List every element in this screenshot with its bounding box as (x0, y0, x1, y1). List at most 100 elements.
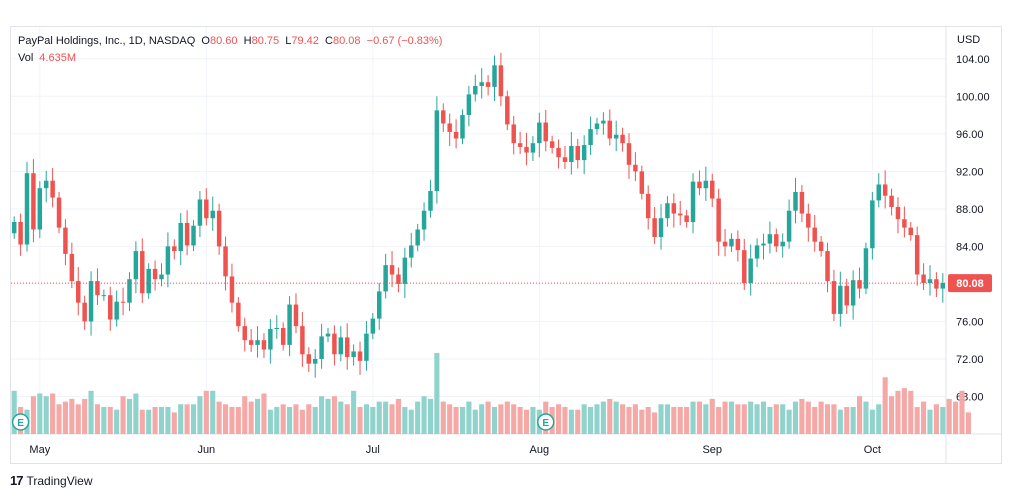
candle-body (716, 198, 721, 242)
candle-body (287, 304, 292, 345)
candle-body (127, 279, 132, 303)
candle-body (658, 218, 664, 237)
volume-bar (613, 401, 619, 434)
volume-bar (415, 401, 421, 434)
volume-bar (831, 404, 837, 434)
volume-bar (30, 396, 36, 434)
volume-bar (671, 407, 677, 434)
candle-body (485, 82, 491, 87)
volume-bar (344, 404, 350, 434)
candle-body (549, 141, 555, 148)
volume-bar (511, 404, 517, 434)
volume-bar (133, 393, 139, 434)
candle-body (914, 235, 920, 275)
volume-bar (69, 398, 75, 434)
volume-bar (190, 404, 197, 434)
candle-body (581, 145, 587, 161)
candle-body (543, 122, 548, 142)
candle-body (300, 326, 305, 355)
candle-body (857, 280, 862, 289)
volume-bar (56, 404, 62, 434)
candle-body (652, 218, 657, 237)
x-tick-label: May (29, 444, 50, 456)
candle-body (191, 225, 196, 246)
candle-body (82, 302, 87, 322)
volume-bar (709, 398, 715, 434)
candle-body (697, 181, 702, 189)
volume-bar (427, 398, 434, 434)
candle-body (165, 246, 171, 275)
volume-bar (158, 407, 165, 434)
candle-body (934, 279, 939, 289)
candle-body (940, 282, 946, 289)
volume-bar (690, 401, 696, 434)
candle-body (223, 246, 228, 277)
volume-bar (114, 409, 120, 434)
candle-body (511, 124, 516, 144)
candle-body (889, 195, 894, 207)
candle-body (793, 191, 798, 211)
candle-body (524, 146, 529, 153)
volume-bar (274, 407, 280, 434)
candle-body (389, 265, 395, 275)
volume-bar (639, 409, 645, 434)
volume-bar (126, 398, 133, 434)
volume-bar (530, 407, 536, 434)
volume-bar (895, 390, 901, 434)
volume-bar (11, 390, 17, 434)
candle-body (172, 246, 177, 252)
volume-bar (504, 401, 510, 434)
candle-body (684, 215, 689, 222)
volume-bar (805, 401, 811, 434)
brand-name: TradingView (26, 473, 93, 488)
volume-bar (684, 407, 690, 434)
volume-bar (472, 409, 478, 434)
candle-body (428, 191, 433, 211)
candle-body (69, 253, 75, 282)
volume-bar (319, 396, 325, 434)
candle-body (530, 143, 536, 153)
candle-body (383, 265, 388, 292)
symbol-name: PayPal Holdings, Inc., 1D, NASDAQ (18, 35, 196, 47)
candle-body (870, 200, 875, 249)
volume-bar (562, 407, 568, 434)
candle-body (101, 295, 107, 297)
candle-body (332, 333, 337, 355)
volume-bar (120, 396, 126, 434)
candle-body (18, 221, 23, 245)
candle-body (671, 203, 677, 214)
candle-body (184, 222, 190, 246)
candle-body (210, 210, 215, 219)
candle-body (319, 336, 324, 359)
volume-bar (312, 407, 318, 434)
candle-body (261, 340, 267, 350)
volume-bar (82, 398, 88, 434)
candle-body (902, 219, 907, 228)
volume-bar (933, 404, 939, 434)
volume-bar (146, 409, 152, 434)
tradingview-logo[interactable]: 17 TradingView (10, 473, 93, 488)
volume-bar (523, 409, 530, 434)
candle-body (594, 123, 600, 130)
candle-body (742, 250, 747, 283)
candle-body (844, 285, 849, 306)
volume-bar (741, 404, 747, 434)
candle-body (274, 327, 280, 329)
candle-body (492, 65, 497, 87)
volume-bar (677, 407, 683, 434)
volume-bar (306, 404, 312, 434)
volume-bar (485, 401, 491, 434)
candle-body (927, 279, 933, 283)
volume-bar (267, 409, 273, 434)
volume-bar (75, 404, 81, 434)
candle-body (729, 238, 734, 247)
volume-bar (600, 401, 606, 434)
volume-bar (792, 401, 799, 434)
volume-bar (498, 404, 504, 434)
high-value: 80.75 (251, 35, 280, 47)
candle-body (517, 143, 523, 147)
volume-bar (735, 404, 741, 434)
volume-bar (652, 412, 658, 434)
volume-bar (607, 398, 613, 434)
